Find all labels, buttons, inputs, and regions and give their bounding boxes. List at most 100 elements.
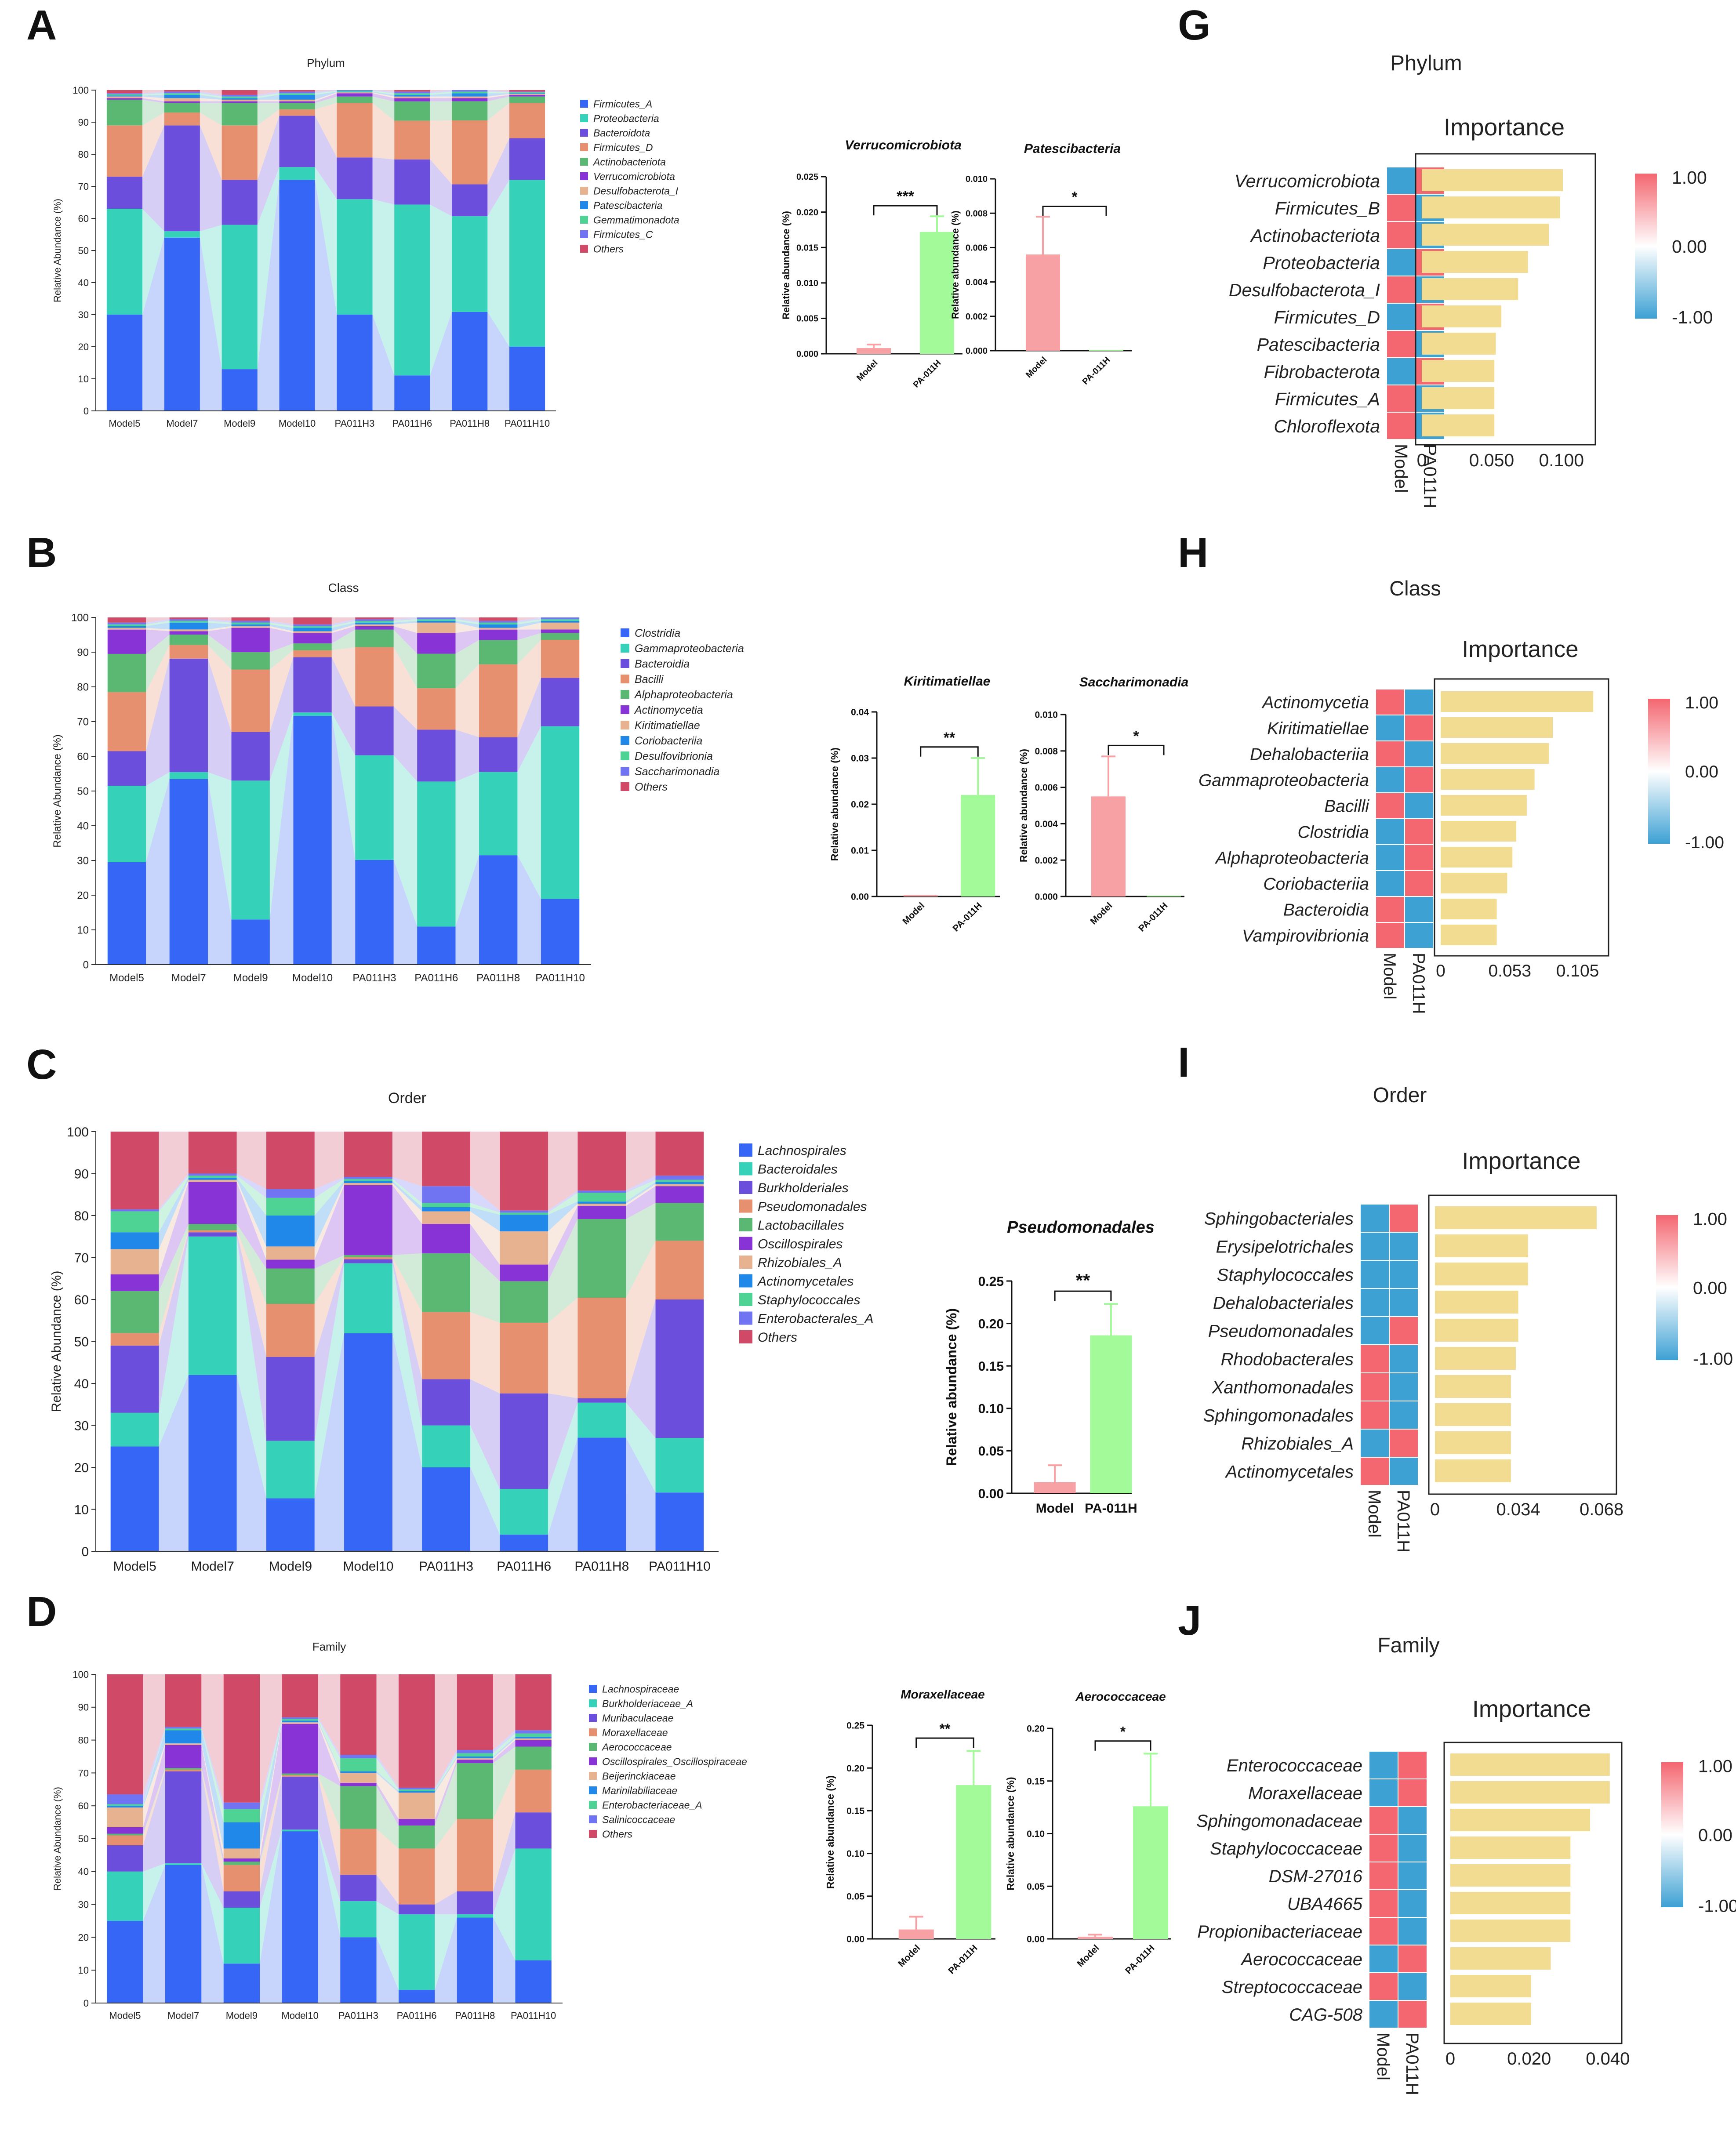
heatmap-cell (1389, 1429, 1419, 1458)
stack-link (159, 1182, 189, 1291)
y-tick-label: 50 (78, 245, 89, 256)
stack-link (159, 1230, 189, 1346)
bar-segment (169, 629, 208, 631)
stack-link (470, 1207, 500, 1231)
bar-segment (169, 772, 208, 779)
stack-link (200, 101, 222, 103)
bar-segment (515, 1730, 552, 1734)
legend-label: Muribaculaceae (602, 1712, 673, 1724)
stack-link (331, 624, 356, 633)
stack-link (626, 1184, 656, 1206)
y-tick-label: 0.004 (966, 278, 988, 287)
y-tick-label: 0.03 (851, 754, 869, 764)
stack-link (318, 1831, 341, 2003)
bar-segment (398, 1819, 435, 1826)
stack-link (493, 1737, 516, 1758)
stack-link (201, 1743, 224, 1858)
bar-segment (293, 624, 332, 626)
stack-link (430, 101, 452, 121)
bar-segment (188, 1176, 237, 1178)
y-tick-label: 30 (74, 1419, 89, 1433)
stack-link (372, 91, 395, 97)
bar-segment (515, 1960, 552, 2003)
taxon-label: Dehalobacteriia (1250, 745, 1369, 764)
stack-link (315, 96, 337, 109)
taxon-label: Actinobacteriota (1249, 225, 1380, 246)
bar-segment (452, 91, 488, 94)
bar-segment (394, 204, 430, 376)
stack-link (207, 772, 232, 920)
stack-link (455, 622, 479, 633)
stack-link (257, 109, 280, 180)
taxon-label: Clostridia (1297, 823, 1369, 842)
legend-label: Proteobacteria (593, 113, 659, 124)
bar-segment (515, 1674, 552, 1731)
bar-segment (417, 621, 456, 623)
bar-segment (541, 619, 580, 621)
x-tick-label: Model7 (167, 2010, 199, 2021)
bar-segment (340, 1674, 377, 1755)
stack-link (487, 91, 509, 94)
bar-segment (165, 1727, 202, 1729)
heatmap-cell (1369, 1945, 1398, 1973)
stack-link (548, 1402, 578, 1535)
stack-link (455, 619, 479, 624)
bar-segment (398, 1914, 435, 1990)
bar-segment (500, 1215, 548, 1231)
bar-segment (164, 237, 200, 411)
bar-segment (231, 919, 270, 965)
bar-segment (394, 120, 430, 160)
stack-link (257, 93, 280, 98)
stack-link (201, 1863, 224, 1964)
stack-link (487, 312, 509, 411)
bar-segment (188, 1224, 237, 1230)
heatmap-cell (1404, 844, 1434, 871)
heatmap-column-label: PA011H (1394, 1490, 1413, 1553)
stack-link (146, 635, 170, 692)
y-tick-label: 0.20 (978, 1317, 1004, 1331)
heatmap-cell (1369, 1806, 1398, 1835)
taxon-label: Firmicutes_D (1274, 307, 1380, 327)
color-scale-label: 1.00 (1685, 693, 1718, 712)
bar-segment (223, 1865, 260, 1891)
taxon-label: Chloroflexota (1274, 416, 1380, 436)
y-tick-label: 20 (74, 1461, 89, 1475)
y-axis-label: Relative abundance (%) (944, 1308, 959, 1466)
legend-label: Alphaproteobacteria (634, 689, 733, 701)
taxon-label: Actinomycetales (1225, 1462, 1354, 1481)
stack-link (200, 93, 222, 98)
bar-segment (340, 1773, 377, 1783)
stack-link (318, 1777, 341, 1902)
stack-link (435, 1757, 457, 1793)
y-tick-label: 100 (73, 85, 89, 96)
heatmap-cell (1386, 385, 1416, 413)
y-tick-label: 90 (78, 117, 89, 128)
stack-link (626, 1180, 656, 1202)
y-tick-label: 0.008 (1035, 746, 1058, 756)
y-tick-label: 50 (77, 786, 89, 798)
stack-link (207, 658, 232, 781)
bar-segment (337, 96, 373, 103)
legend-label: Others (593, 243, 624, 254)
bar-segment (398, 1904, 435, 1915)
stack-link (393, 706, 418, 782)
stack-link (260, 1724, 282, 1862)
y-tick-label: 0.002 (1035, 856, 1058, 866)
x-tick-label: Model9 (233, 972, 268, 984)
stack-link (318, 1724, 341, 1786)
legend-swatch (739, 1199, 752, 1213)
legend-swatch (739, 1330, 752, 1343)
stack-link (142, 237, 164, 411)
heatmap-cell (1386, 248, 1416, 276)
bar-segment (452, 216, 488, 312)
stack-link (269, 643, 294, 670)
stack-link (435, 1750, 457, 1789)
stack-link (470, 1186, 500, 1213)
heatmap-cell (1369, 1917, 1398, 1945)
legend-label: Desulfobacterota_I (593, 185, 679, 196)
bar-segment (509, 103, 545, 138)
bar-segment (500, 1231, 548, 1265)
x-tick-label: PA011H6 (497, 1559, 551, 1574)
bar-segment (394, 90, 430, 92)
taxon-label: Firmicutes_A (1275, 389, 1380, 409)
